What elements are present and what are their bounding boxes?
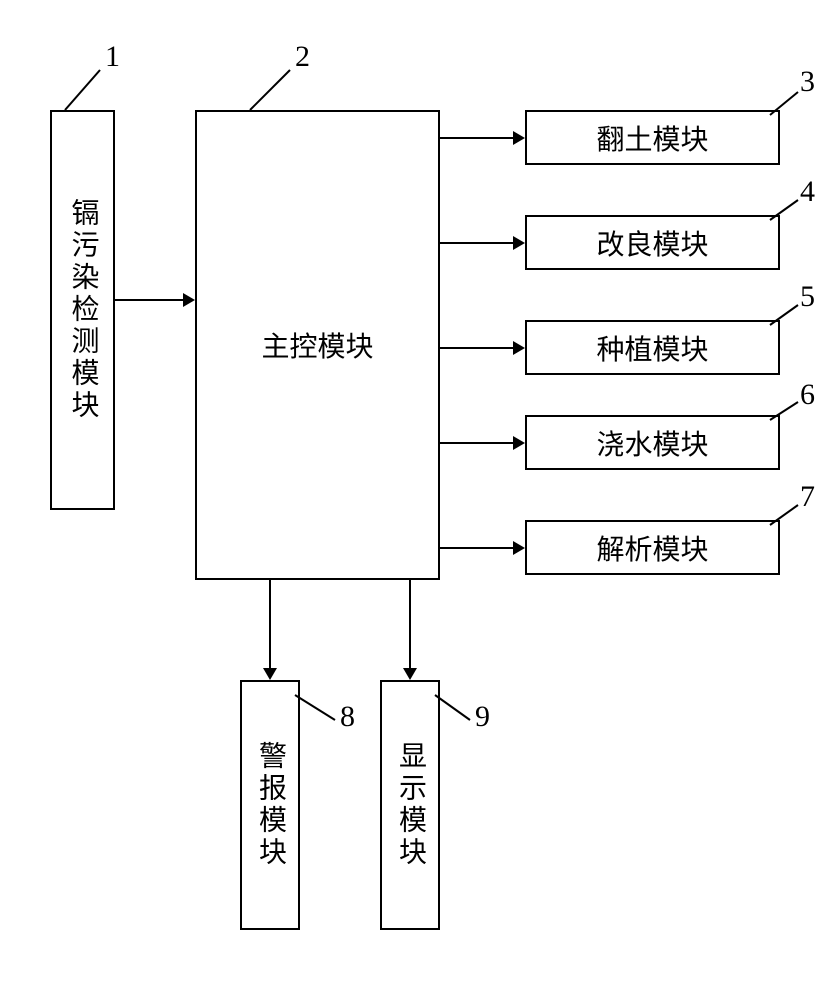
arrow-head-icon	[183, 293, 195, 307]
arrow-line	[409, 580, 411, 668]
node-planting-module: 种植模块	[525, 320, 780, 375]
node-label: 镉污染检测模块	[63, 198, 103, 422]
arrow-line	[115, 299, 183, 301]
node-watering-module: 浇水模块	[525, 415, 780, 470]
arrow-head-icon	[513, 541, 525, 555]
arrow-head-icon	[513, 436, 525, 450]
node-alarm-module: 警报模块	[240, 680, 300, 930]
arrow-line	[440, 137, 513, 139]
node-label: 警报模块	[250, 741, 290, 869]
arrow-head-icon	[513, 131, 525, 145]
node-soil-turning-module: 翻土模块	[525, 110, 780, 165]
label-9: 9	[475, 700, 490, 734]
arrow-line	[440, 442, 513, 444]
arrow-head-icon	[403, 668, 417, 680]
label-7: 7	[800, 480, 815, 514]
label-2: 2	[295, 40, 310, 74]
label-5: 5	[800, 280, 815, 314]
arrow-line	[440, 547, 513, 549]
node-label: 翻土模块	[596, 118, 708, 158]
node-improvement-module: 改良模块	[525, 215, 780, 270]
node-label: 种植模块	[596, 328, 708, 368]
label-4: 4	[800, 175, 815, 209]
label-3: 3	[800, 65, 815, 99]
arrow-line	[269, 580, 271, 668]
node-label: 显示模块	[390, 741, 430, 869]
node-main-control-module: 主控模块	[195, 110, 440, 580]
arrow-head-icon	[263, 668, 277, 680]
node-label: 主控模块	[261, 325, 373, 365]
node-display-module: 显示模块	[380, 680, 440, 930]
node-analysis-module: 解析模块	[525, 520, 780, 575]
label-1: 1	[105, 40, 120, 74]
node-label: 解析模块	[596, 528, 708, 568]
node-label: 浇水模块	[596, 423, 708, 463]
label-6: 6	[800, 378, 815, 412]
arrow-line	[440, 242, 513, 244]
arrow-head-icon	[513, 341, 525, 355]
arrow-head-icon	[513, 236, 525, 250]
arrow-line	[440, 347, 513, 349]
node-label: 改良模块	[596, 223, 708, 263]
label-8: 8	[340, 700, 355, 734]
node-detection-module: 镉污染检测模块	[50, 110, 115, 510]
